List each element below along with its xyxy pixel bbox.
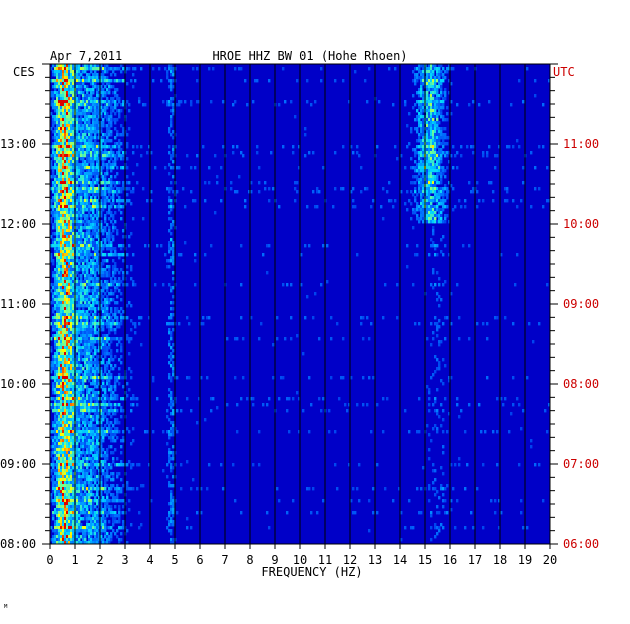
right-timezone-label: UTC: [553, 65, 575, 79]
left-timezone-label: CES: [13, 65, 35, 79]
x-tick-label-8: 8: [246, 553, 253, 567]
x-tick-label-9: 9: [271, 553, 278, 567]
x-tick-label-18: 18: [493, 553, 507, 567]
left-time-label-1100: 11:00: [0, 297, 36, 311]
x-tick-label-12: 12: [343, 553, 357, 567]
x-tick-label-20: 20: [543, 553, 557, 567]
x-tick-label-1: 1: [71, 553, 78, 567]
date-label: Apr 7,2011: [50, 49, 122, 63]
x-axis-label: FREQUENCY (HZ): [261, 565, 362, 579]
chart-title: HROE HHZ BW 01 (Hohe Rhoen): [212, 49, 407, 63]
x-tick-label-4: 4: [146, 553, 153, 567]
corner-mark: ᴹ: [3, 604, 9, 614]
right-time-label-1100: 11:00: [563, 137, 599, 151]
x-tick-label-13: 13: [368, 553, 382, 567]
frequency-gridlines: [49, 63, 551, 545]
x-tick-label-14: 14: [393, 553, 407, 567]
right-time-axis: 11:00 10:00 09:00 08:00 07:00 06:00: [550, 63, 599, 551]
right-time-label-0900: 09:00: [563, 297, 599, 311]
left-time-label-1300: 13:00: [0, 137, 36, 151]
left-time-label-1200: 12:00: [0, 217, 36, 231]
x-tick-label-7: 7: [221, 553, 228, 567]
x-tick-label-0: 0: [46, 553, 53, 567]
x-tick-label-3: 3: [121, 553, 128, 567]
x-tick-label-6: 6: [196, 553, 203, 567]
x-tick-label-5: 5: [171, 553, 178, 567]
x-tick-label-17: 17: [468, 553, 482, 567]
left-time-axis: 13:00 12:00 11:00 10:00 09:00 08:00: [0, 63, 50, 551]
x-tick-label-15: 15: [418, 553, 432, 567]
left-time-label-0800: 08:00: [0, 537, 36, 551]
right-time-label-0700: 07:00: [563, 457, 599, 471]
right-time-label-0600: 06:00: [563, 537, 599, 551]
left-time-label-0900: 09:00: [0, 457, 36, 471]
x-tick-label-11: 11: [318, 553, 332, 567]
x-tick-label-2: 2: [96, 553, 103, 567]
x-tick-label-19: 19: [518, 553, 532, 567]
right-time-label-1000: 10:00: [563, 217, 599, 231]
x-axis-ticks: 0 1 2 3 4 5 6 7 8 9 10 11 12 13 14 15 16 17 18 19 20: [46, 544, 557, 567]
right-time-label-0800: 08:00: [563, 377, 599, 391]
x-tick-label-10: 10: [293, 553, 307, 567]
x-tick-label-16: 16: [443, 553, 457, 567]
left-time-label-1000: 10:00: [0, 377, 36, 391]
